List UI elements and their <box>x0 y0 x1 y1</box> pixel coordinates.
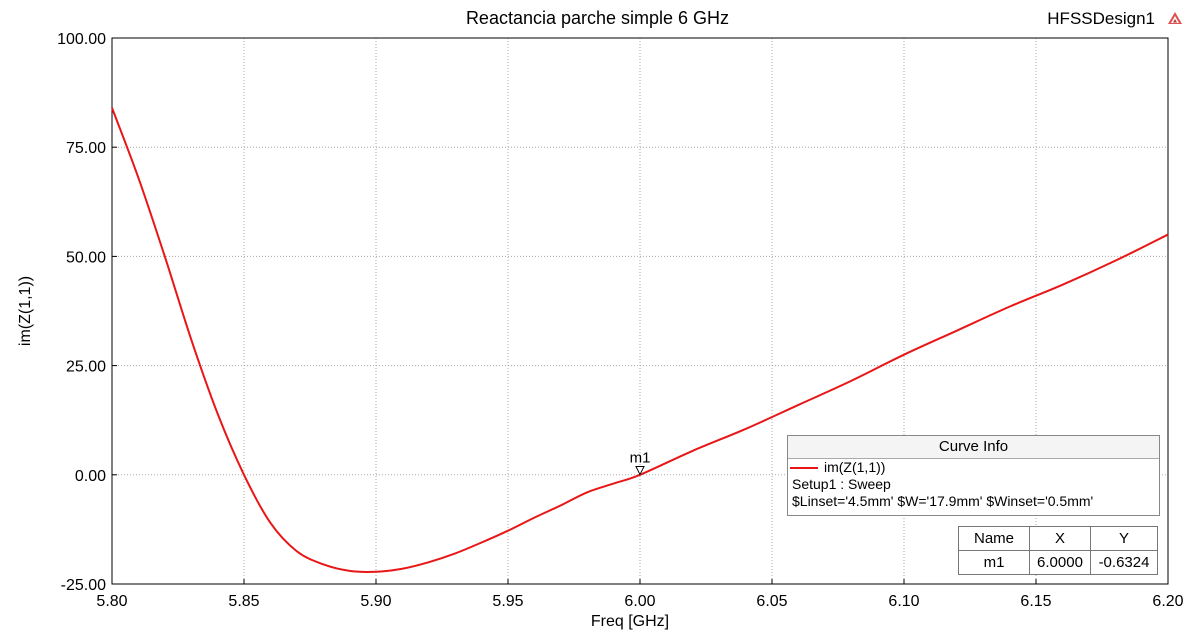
axis-labels: Freq [GHz] im(Z(1,1)) <box>17 276 669 630</box>
series-line-im(Z(1,1))[interactable] <box>111 107 1169 573</box>
y-tick-label: 50.00 <box>66 249 106 266</box>
y-tick-label: -25.00 <box>61 577 106 594</box>
table-row[interactable]: m1 6.0000 -0.6324 <box>958 550 1158 575</box>
markers-group[interactable]: m1 <box>630 450 651 476</box>
x-tick-label: 6.00 <box>624 593 655 610</box>
marker-name-cell: m1 <box>958 550 1030 575</box>
design-name: HFSSDesign1 <box>1047 9 1155 28</box>
axes <box>111 37 1169 585</box>
chart-title: Reactancia parche simple 6 GHz <box>465 8 730 28</box>
marker-label: m1 <box>630 450 651 467</box>
y-tick-label: 100.00 <box>57 31 106 48</box>
marker-col-x: X <box>1029 526 1091 551</box>
x-tick-label: 5.80 <box>96 593 127 610</box>
marker-col-name: Name <box>958 526 1030 551</box>
marker-y-cell: -0.6324 <box>1090 550 1158 575</box>
x-tick-label: 5.85 <box>228 593 259 610</box>
x-tick-label: 6.15 <box>1020 593 1051 610</box>
y-axis-label: im(Z(1,1)) <box>17 276 34 346</box>
x-tick-label: 6.20 <box>1152 593 1183 610</box>
marker-table[interactable]: Name X Y m1 6.0000 -0.6324 <box>958 526 1158 575</box>
ansys-logo-icon <box>1168 12 1182 24</box>
marker-table-header: Name X Y <box>958 526 1158 551</box>
legend-trace-name: im(Z(1,1)) <box>824 459 886 475</box>
marker-col-y: Y <box>1090 526 1158 551</box>
series-group <box>111 107 1169 573</box>
tick-labels: 5.80 5.85 5.90 5.95 6.00 6.05 6.10 6.15 6.20 100.… <box>57 31 1184 610</box>
x-tick-label: 5.90 <box>360 593 391 610</box>
x-tick-label: 6.10 <box>888 593 919 610</box>
curve-info-header: Curve Info <box>788 436 1159 459</box>
legend-entry[interactable]: im(Z(1,1)) <box>788 459 1159 476</box>
legend-swatch <box>790 467 818 470</box>
y-tick-label: 25.00 <box>66 359 106 376</box>
legend-params: $Linset='4.5mm' $W='17.9mm' $Winset='0.5… <box>792 493 1094 509</box>
x-tick-label: 6.05 <box>756 593 787 610</box>
curve-info-legend[interactable]: Curve Info im(Z(1,1)) Setup1 : Sweep $Li… <box>787 435 1160 516</box>
marker-triangle[interactable] <box>635 466 645 476</box>
x-tick-label: 5.95 <box>492 593 523 610</box>
legend-setup: Setup1 : Sweep <box>792 476 891 492</box>
x-axis-label: Freq [GHz] <box>591 613 669 630</box>
y-tick-label: 75.00 <box>66 140 106 157</box>
marker-x-cell: 6.0000 <box>1029 550 1091 575</box>
y-tick-label: 0.00 <box>75 468 106 485</box>
